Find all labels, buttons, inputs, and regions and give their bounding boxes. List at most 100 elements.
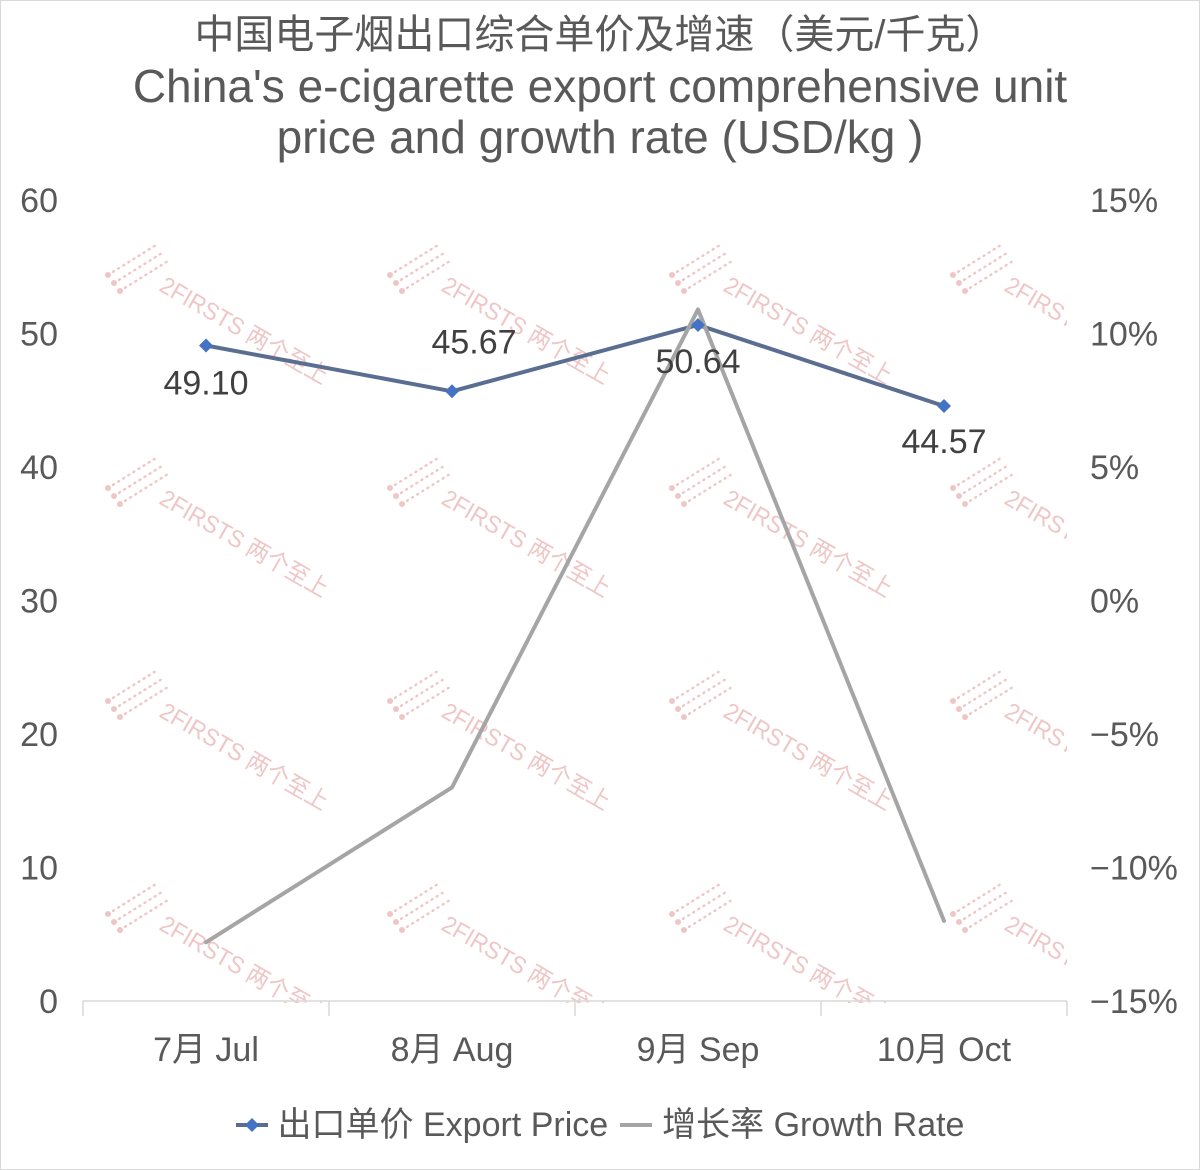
export-price-marker: [691, 317, 705, 332]
watermark-logo-dot: [950, 485, 956, 491]
watermark-logo-stroke: [394, 677, 446, 711]
watermark-logo-icon: [387, 243, 452, 294]
watermark-logo-dot: [681, 288, 687, 294]
watermark-logo-dot: [956, 706, 962, 712]
watermark-logo-dot: [962, 927, 968, 933]
watermark-logo-stroke: [112, 251, 164, 285]
watermark-logo-dot: [956, 919, 962, 925]
export-price-data-label: 45.67: [431, 323, 516, 361]
title-line-en: price and growth rate (USD/kg ): [276, 111, 924, 163]
y-right-tick-label: −10%: [1090, 850, 1178, 888]
watermark-logo-icon: [105, 243, 170, 294]
watermark-logo-stroke: [963, 685, 1015, 719]
watermark-logo-stroke: [670, 669, 722, 703]
title-line-zh: 中国电子烟出口综合单价及增速（美元/千克）: [194, 13, 1006, 57]
legend-item-growth-rate: 增长率 Growth Rate: [620, 1105, 964, 1145]
watermark-logo-stroke: [951, 669, 1003, 703]
watermark-logo-dot: [387, 911, 393, 917]
watermark-logo-dot: [399, 927, 405, 933]
watermark-logo-stroke: [388, 456, 440, 490]
watermark-logo-dot: [675, 280, 681, 286]
watermark-logo-dot: [399, 714, 405, 720]
watermark-logo-icon: [669, 669, 734, 720]
watermark-logo-stroke: [676, 677, 728, 711]
watermark-logo-icon: [950, 882, 1015, 933]
watermark-logo-icon: [105, 882, 170, 933]
legend-diamond-marker: [244, 1118, 259, 1132]
export-price-marker: [937, 398, 951, 413]
data-labels: 49.10 45.67 50.64 44.57: [163, 323, 986, 461]
watermark-logo-stroke: [682, 898, 734, 932]
watermark-logo-dot: [669, 911, 675, 917]
watermark-logo-dot: [105, 698, 111, 704]
watermark-logo-dot: [399, 501, 405, 507]
watermark-logo-stroke: [670, 456, 722, 490]
watermark-logo-dot: [117, 501, 123, 507]
watermark-logo-dot: [105, 272, 111, 278]
watermark-logo-stroke: [963, 472, 1015, 506]
watermark-logo-stroke: [394, 251, 446, 285]
watermark-logo-dot: [681, 501, 687, 507]
y-left-tick-label: 20: [20, 716, 58, 754]
watermark-logo-dot: [962, 288, 968, 294]
watermark-logo-icon: [105, 456, 170, 507]
watermark-logo-dot: [950, 272, 956, 278]
watermark-logo-dot: [956, 280, 962, 286]
line-icon: [620, 1123, 653, 1127]
watermark-logo-stroke: [394, 464, 446, 498]
export-price-data-label: 50.64: [655, 343, 740, 381]
line-with-diamond-icon: [235, 1118, 268, 1132]
watermark-logo-dot: [950, 698, 956, 704]
watermark-logo-dot: [399, 288, 405, 294]
watermark-logo-dot: [105, 485, 111, 491]
watermark-logo-stroke: [118, 898, 170, 932]
axes: 7月 Jul 8月 Aug 9月 Sep 10月 Oct 0 10 20 30 40 50 60 −1…: [20, 182, 1178, 1069]
y-left-tick-label: 30: [20, 583, 58, 621]
watermark-logo-dot: [393, 706, 399, 712]
watermark-logo-stroke: [112, 464, 164, 498]
watermark-logo-dot: [393, 280, 399, 286]
x-tick-label: 9月 Sep: [637, 1031, 760, 1069]
watermark-logo-dot: [681, 927, 687, 933]
watermark-logo-stroke: [118, 472, 170, 506]
watermark-logo-dot: [669, 272, 675, 278]
watermark-logo-stroke: [957, 677, 1009, 711]
watermark-logo-stroke: [951, 243, 1003, 277]
watermark-logo-stroke: [682, 259, 734, 293]
legend-label: 增长率 Growth Rate: [662, 1106, 965, 1144]
plot-area: [199, 307, 951, 945]
watermark-logo-icon: [105, 669, 170, 720]
export-price-marker: [445, 384, 459, 399]
export-price-line: [204, 322, 946, 408]
growth-rate-line: [204, 307, 946, 945]
watermark-logo-dot: [393, 493, 399, 499]
watermark-logo-dot: [962, 501, 968, 507]
watermark-logo-stroke: [676, 251, 728, 285]
watermark-logo-dot: [111, 280, 117, 286]
x-tick-label: 8月 Aug: [391, 1031, 514, 1069]
y-left-tick-label: 10: [20, 850, 58, 888]
watermark-logo-dot: [681, 714, 687, 720]
watermark-logo-stroke: [951, 456, 1003, 490]
watermark-logo-dot: [111, 919, 117, 925]
legend-item-export-price: 出口单价 Export Price: [235, 1105, 609, 1145]
export-price-data-label: 44.57: [901, 423, 986, 461]
watermark-logo-dot: [117, 927, 123, 933]
watermark-logo-stroke: [400, 259, 452, 293]
title-line-en: China's e-cigarette export comprehensive…: [132, 60, 1068, 112]
watermark-logo-stroke: [394, 890, 446, 924]
watermark-logo-stroke: [106, 669, 158, 703]
watermark-logo-icon: [950, 243, 1015, 294]
watermark-logo-stroke: [957, 464, 1009, 498]
watermark-logo-stroke: [118, 259, 170, 293]
legend-label: 出口单价 Export Price: [277, 1106, 609, 1144]
watermark-logo-stroke: [400, 472, 452, 506]
watermark-logo-stroke: [670, 243, 722, 277]
watermark-logo-dot: [669, 698, 675, 704]
legend: 出口单价 Export Price 增长率 Growth Rate: [0, 1105, 1200, 1145]
watermark-logo-dot: [669, 485, 675, 491]
watermark-logo-dot: [387, 272, 393, 278]
watermark-logo-dot: [105, 911, 111, 917]
